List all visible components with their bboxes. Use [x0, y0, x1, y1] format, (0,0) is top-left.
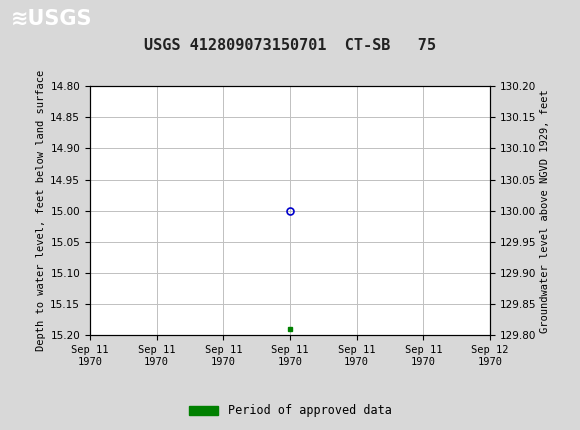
Text: USGS 412809073150701  CT-SB   75: USGS 412809073150701 CT-SB 75 [144, 38, 436, 52]
Y-axis label: Groundwater level above NGVD 1929, feet: Groundwater level above NGVD 1929, feet [541, 89, 550, 332]
Legend: Period of approved data: Period of approved data [184, 399, 396, 422]
Text: ≋USGS: ≋USGS [10, 8, 92, 28]
Y-axis label: Depth to water level, feet below land surface: Depth to water level, feet below land su… [36, 70, 46, 351]
